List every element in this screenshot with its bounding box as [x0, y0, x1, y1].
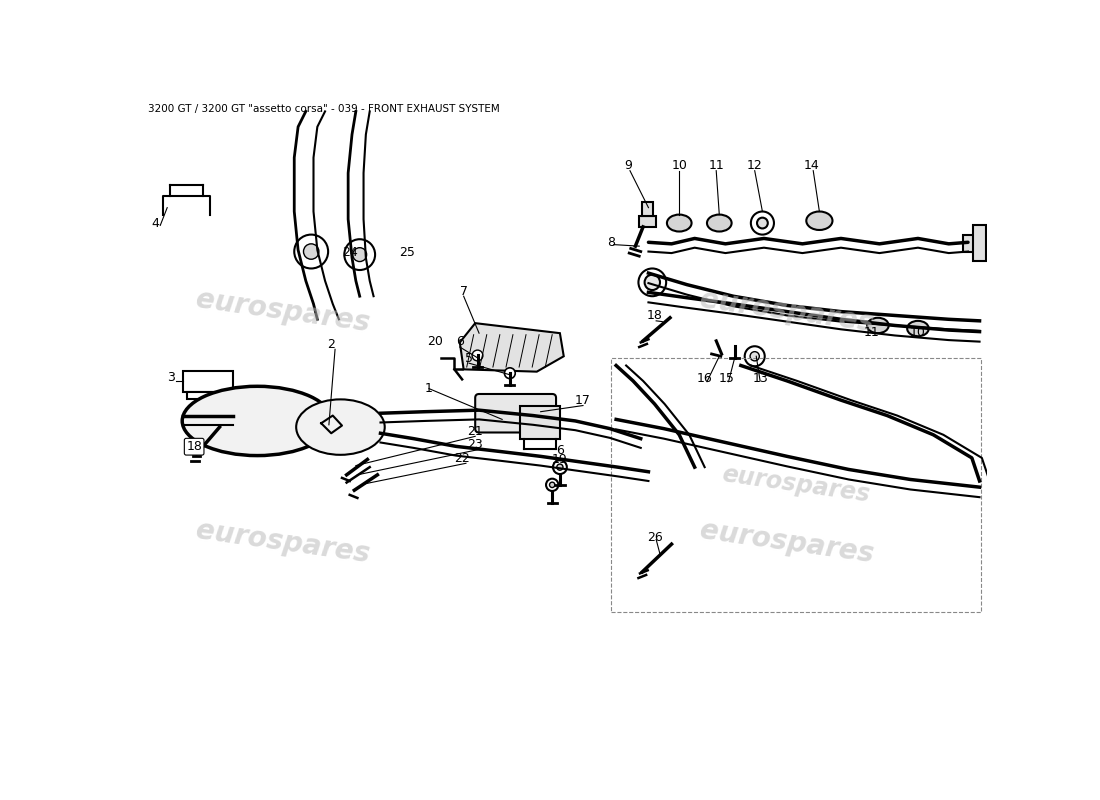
- Bar: [183, 371, 233, 393]
- Text: 26: 26: [647, 531, 662, 544]
- Ellipse shape: [707, 214, 732, 231]
- Ellipse shape: [296, 399, 385, 455]
- Text: 6: 6: [556, 444, 564, 457]
- Text: eurospares: eurospares: [720, 462, 872, 507]
- Text: 21: 21: [468, 425, 483, 438]
- Circle shape: [557, 464, 563, 470]
- Ellipse shape: [667, 214, 692, 231]
- Ellipse shape: [806, 211, 833, 230]
- Circle shape: [745, 346, 764, 366]
- Text: 13: 13: [752, 373, 768, 386]
- FancyBboxPatch shape: [475, 394, 556, 433]
- Ellipse shape: [183, 386, 332, 455]
- Text: 1: 1: [425, 382, 433, 395]
- Circle shape: [638, 269, 667, 296]
- Text: 25: 25: [398, 246, 415, 259]
- Bar: [639, 216, 656, 227]
- Text: 7: 7: [460, 285, 467, 298]
- Text: 2: 2: [328, 338, 336, 350]
- Text: 11: 11: [708, 159, 724, 172]
- Text: 17: 17: [575, 394, 591, 407]
- Bar: [962, 234, 980, 251]
- Text: 3: 3: [167, 371, 175, 384]
- Text: 15: 15: [719, 373, 735, 386]
- Circle shape: [757, 218, 768, 229]
- Circle shape: [505, 368, 515, 378]
- Text: 5: 5: [465, 352, 473, 365]
- Text: 6: 6: [455, 335, 464, 349]
- Text: 12: 12: [747, 159, 762, 172]
- Text: 11: 11: [864, 326, 880, 339]
- Text: 9: 9: [625, 159, 632, 172]
- Bar: [187, 392, 228, 398]
- Bar: [612, 358, 981, 612]
- Polygon shape: [460, 323, 563, 372]
- Bar: [520, 406, 560, 438]
- Text: 8: 8: [607, 236, 616, 249]
- Circle shape: [472, 350, 483, 361]
- Text: 10: 10: [910, 326, 926, 339]
- Circle shape: [344, 239, 375, 270]
- Text: eurospares: eurospares: [194, 286, 372, 338]
- Circle shape: [751, 211, 774, 234]
- Text: 20: 20: [427, 335, 443, 349]
- Text: 18: 18: [647, 310, 662, 322]
- Text: 3200 GT / 3200 GT "assetto corsa" - 039 - FRONT EXHAUST SYSTEM: 3200 GT / 3200 GT "assetto corsa" - 039 …: [147, 104, 499, 114]
- Circle shape: [550, 482, 554, 487]
- Bar: [642, 202, 653, 216]
- Circle shape: [645, 274, 660, 290]
- Text: 14: 14: [804, 159, 820, 172]
- Circle shape: [353, 248, 366, 262]
- Text: eurospares: eurospares: [194, 517, 372, 569]
- Text: 18: 18: [186, 440, 202, 453]
- Text: 10: 10: [671, 159, 688, 172]
- Text: 19: 19: [552, 454, 568, 466]
- Circle shape: [553, 460, 566, 474]
- Text: 24: 24: [342, 246, 358, 259]
- Text: eurospares: eurospares: [698, 517, 876, 569]
- Circle shape: [546, 478, 559, 491]
- Bar: [974, 226, 986, 261]
- Text: 4: 4: [152, 217, 160, 230]
- Ellipse shape: [908, 321, 928, 336]
- Circle shape: [304, 244, 319, 259]
- Ellipse shape: [867, 318, 889, 333]
- Circle shape: [295, 234, 328, 269]
- Text: 16: 16: [696, 373, 713, 386]
- Circle shape: [750, 352, 759, 361]
- Text: eurospares: eurospares: [698, 286, 876, 338]
- Text: 22: 22: [454, 452, 470, 465]
- Text: 23: 23: [468, 438, 483, 451]
